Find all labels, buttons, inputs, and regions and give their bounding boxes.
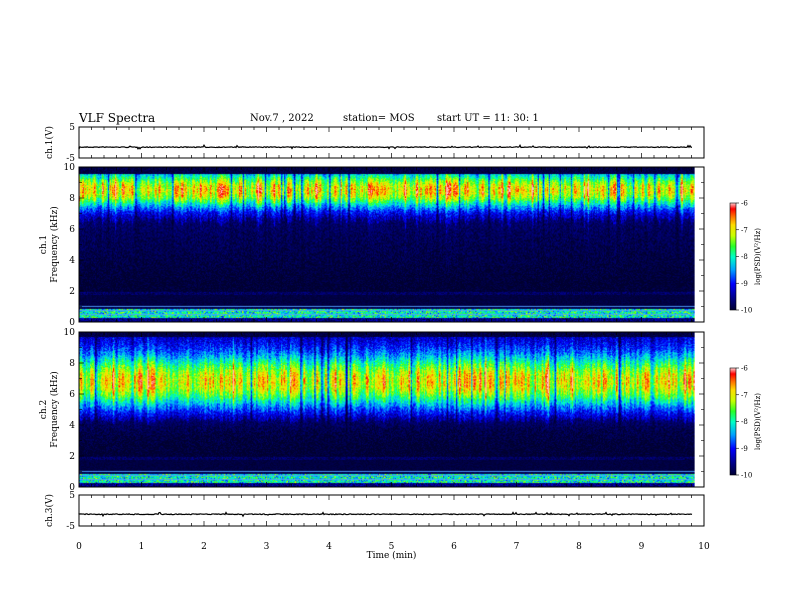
y-tick-label: 5	[69, 491, 75, 501]
date-label: Nov.7 , 2022	[250, 113, 314, 124]
y-tick-label: 2	[69, 287, 75, 297]
colorbar-tick-label: -6	[741, 200, 748, 208]
colorbar-tick-label: -10	[741, 307, 752, 315]
colorbar-tick-label: -8	[741, 418, 748, 426]
y-tick-label: 10	[64, 328, 76, 338]
y-axis-label-1-1: Frequency (kHz)	[49, 206, 60, 283]
x-tick-label: 5	[389, 542, 395, 552]
y-axis-label-0-0: ch.1(V)	[44, 126, 55, 159]
x-axis-label: Time (min)	[367, 550, 417, 561]
x-tick-label: 0	[76, 542, 82, 552]
y-tick-label: 6	[69, 225, 75, 235]
y-tick-label: 2	[69, 452, 75, 462]
y-tick-label: 0	[69, 483, 75, 493]
colorbar-tick-label: -6	[741, 365, 748, 373]
y-tick-label: 4	[69, 421, 75, 431]
colorbar-1	[730, 203, 736, 310]
station-label: station= MOS	[343, 113, 415, 124]
colorbar-tick-label: -7	[741, 391, 748, 399]
x-tick-label: 9	[639, 542, 645, 552]
x-tick-label: 6	[451, 542, 457, 552]
y-tick-label: 0	[69, 318, 75, 328]
colorbar-tick-label: -9	[741, 280, 748, 288]
y-axis-label-3-0: ch.3(V)	[44, 494, 55, 527]
y-tick-label: -5	[66, 154, 75, 164]
x-tick-label: 1	[139, 542, 145, 552]
x-tick-label: 10	[698, 542, 710, 552]
y-axis-label-2-1: Frequency (kHz)	[49, 371, 60, 448]
waveform-trace-3	[78, 511, 693, 518]
chart-title: VLF Spectra	[79, 111, 156, 125]
colorbar-2	[730, 368, 736, 475]
y-tick-label: -5	[66, 522, 75, 532]
y-tick-label: 8	[69, 194, 75, 204]
y-tick-label: 10	[64, 163, 76, 173]
y-tick-label: 4	[69, 256, 75, 266]
y-tick-label: 6	[69, 390, 75, 400]
x-tick-label: 4	[326, 542, 332, 552]
x-tick-label: 8	[576, 542, 582, 552]
colorbar-label: log(PSD)(V²/Hz)	[754, 393, 762, 450]
x-tick-label: 3	[264, 542, 270, 552]
start-ut-label: start UT = 11: 30: 1	[437, 113, 539, 124]
y-tick-label: 8	[69, 359, 75, 369]
colorbar-tick-label: -8	[741, 253, 748, 261]
spectrogram-image-1	[79, 167, 695, 322]
x-tick-label: 7	[514, 542, 520, 552]
y-tick-label: 5	[69, 123, 75, 133]
waveform-trace-0	[78, 143, 693, 150]
colorbar-tick-label: -9	[741, 445, 748, 453]
colorbar-tick-label: -7	[741, 226, 748, 234]
colorbar-tick-label: -10	[741, 472, 752, 480]
y-axis-label-2-0: ch.2	[39, 400, 49, 419]
colorbar-label: log(PSD)(V²/Hz)	[754, 228, 762, 285]
y-axis-label-1-0: ch.1	[39, 235, 49, 254]
spectrogram-image-2	[79, 332, 695, 487]
x-tick-label: 2	[201, 542, 207, 552]
